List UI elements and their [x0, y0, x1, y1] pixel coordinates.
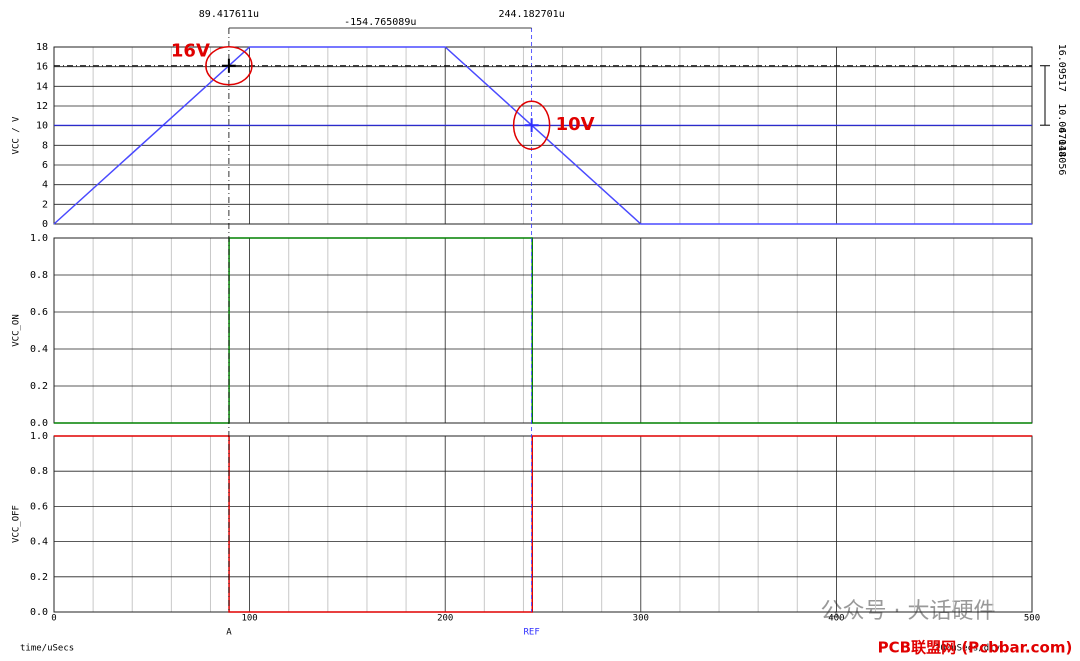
y-axis-label: VCC / V [12, 116, 22, 155]
y-tick-label: 0.4 [30, 344, 48, 355]
x-scale-label: 100uSecs/div [935, 644, 1000, 654]
y-cursor-readout: 10.047114 [1056, 103, 1067, 157]
y-tick-label: 0 [42, 219, 48, 230]
cursor-x-label: 244.182701u [499, 9, 565, 20]
y-tick-label: 0.6 [30, 307, 48, 318]
y-tick-label: 0.0 [30, 607, 48, 618]
plot-frame [53, 46, 1033, 225]
x-tick-label: 300 [633, 614, 649, 624]
y-tick-label: 2 [42, 199, 48, 210]
annotation: 10V [556, 114, 595, 135]
y-tick-label: 0.8 [30, 270, 48, 281]
annotation-ring [205, 45, 253, 86]
x-tick-label: 400 [828, 614, 844, 624]
plot-frame [53, 237, 1033, 424]
y-tick-label: 1.0 [30, 431, 48, 442]
x-axis-label: time/uSecs [20, 644, 74, 654]
x-tick-label: 100 [241, 614, 257, 624]
y-axis-label: VCC_ON [12, 314, 22, 347]
y-tick-label: 0.0 [30, 418, 48, 429]
series-line [54, 237, 1032, 424]
y-tick-label: 0.8 [30, 466, 48, 477]
y-tick-label: 6 [42, 160, 48, 171]
y-tick-label: 8 [42, 140, 48, 151]
y-tick-label: 18 [36, 42, 48, 53]
x-tick-label: 500 [1024, 614, 1040, 624]
y-tick-label: 0.2 [30, 572, 48, 583]
series-line [53, 46, 1032, 225]
y-tick-label: 16 [36, 62, 48, 73]
y-tick-label: 0.6 [30, 501, 48, 512]
y-tick-label: 0.2 [30, 381, 48, 392]
y-cursor-readout: 16.09517 [1056, 44, 1067, 92]
y-tick-label: 14 [36, 81, 48, 92]
annotation-ring [512, 100, 551, 150]
y-axis-label: VCC_OFF [12, 505, 22, 543]
annotation: 16V [171, 41, 210, 62]
cursor-label: A [226, 628, 232, 638]
delta-label: -154.765089u [344, 17, 416, 28]
y-tick-label: 10 [36, 121, 48, 132]
watermark: PCB联盟网 (Pcbbar.com) [878, 639, 1073, 657]
y-tick-label: 1.0 [30, 233, 48, 244]
x-tick-label: 0 [51, 614, 56, 624]
y-delta-readout: 6.048056 [1056, 127, 1067, 175]
x-tick-label: 200 [437, 614, 453, 624]
cursor-label: REF [523, 628, 539, 638]
series-line [54, 435, 1032, 613]
y-tick-label: 4 [42, 180, 48, 191]
y-tick-label: 12 [36, 101, 48, 112]
plot-frame [53, 435, 1033, 613]
y-tick-label: 0.4 [30, 537, 48, 548]
cursor-x-label: 89.417611u [199, 9, 259, 20]
